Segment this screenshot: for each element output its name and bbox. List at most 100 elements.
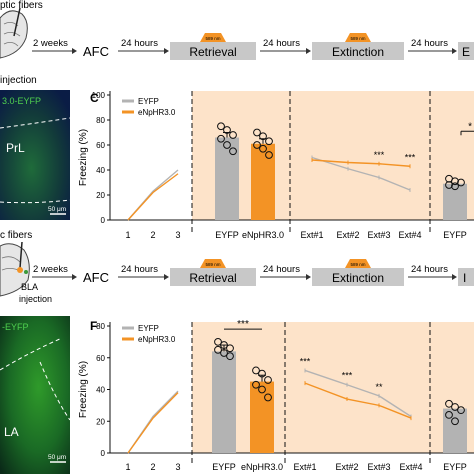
y-axis-title: Freezing (%) bbox=[78, 361, 89, 418]
top-micro-scale: 50 μm bbox=[48, 206, 66, 213]
chart-panel-f: F 0 20 40 60 80 Freezing (%) EYFP eNpHR3.0 1 2 3 EYF… bbox=[78, 319, 474, 472]
top-weeks-label: 2 weeks bbox=[33, 38, 68, 49]
acq-x-label: 2 bbox=[150, 462, 155, 472]
test-point bbox=[445, 399, 453, 408]
retrieval-x-label: EYFP bbox=[215, 230, 239, 240]
test-bar-EYFP bbox=[443, 408, 467, 453]
acq-x-label: 1 bbox=[125, 230, 130, 240]
test-x-label: EYFP bbox=[443, 230, 467, 240]
top-test-box bbox=[458, 42, 474, 60]
top-micrograph: 3.0-EYFP PrL 50 μm bbox=[0, 90, 71, 220]
test-point bbox=[451, 182, 459, 191]
top-retrieval-box bbox=[170, 42, 256, 60]
acq-line-eNpHR3.0 bbox=[127, 173, 179, 221]
bottom-hours2-label: 24 hours bbox=[263, 264, 300, 275]
y-tick-label: 40 bbox=[96, 386, 105, 395]
retrieval-point bbox=[258, 369, 266, 378]
bottom-light-label-2: 589 nm bbox=[350, 262, 365, 267]
bottom-retrieval-box bbox=[170, 268, 256, 286]
y-tick-label: 40 bbox=[96, 166, 105, 175]
retrieval-point bbox=[259, 132, 267, 141]
ext-x-label: Ext#4 bbox=[398, 230, 421, 240]
ext-x-label: Ext#3 bbox=[367, 230, 390, 240]
y-tick-label: 80 bbox=[96, 116, 105, 125]
y-tick-label: 100 bbox=[92, 91, 106, 100]
retrieval-point bbox=[258, 385, 266, 394]
bottom-test-label: I bbox=[463, 271, 466, 285]
test-point bbox=[457, 178, 465, 187]
retrieval-point bbox=[264, 376, 272, 384]
legend-label: eNpHR3.0 bbox=[138, 108, 176, 117]
test-point bbox=[445, 411, 453, 419]
ext-x-label: Ext#1 bbox=[300, 230, 323, 240]
retrieval-point bbox=[214, 345, 222, 354]
ext-sig-label: *** bbox=[405, 152, 416, 162]
bottom-micro-region: LA bbox=[4, 425, 19, 439]
retrieval-bar-EYFP bbox=[215, 137, 239, 220]
test-point bbox=[451, 177, 459, 186]
retrieval-point bbox=[265, 137, 273, 146]
y-tick-label: 60 bbox=[96, 141, 105, 150]
legend-label: EYFP bbox=[138, 324, 159, 333]
top-micro-region: PrL bbox=[6, 141, 25, 155]
ext-line-EYFP bbox=[304, 369, 412, 418]
top-light-label-2: 589 nm bbox=[350, 36, 365, 41]
bottom-protocol: c fibers BLA injection 2 weeks AFC 24 ho… bbox=[0, 230, 474, 304]
bottom-hours1-label: 24 hours bbox=[121, 264, 158, 275]
y-tick-label: 60 bbox=[96, 354, 105, 363]
y-tick-label: 0 bbox=[101, 216, 106, 225]
test-point bbox=[451, 417, 459, 426]
ext-line-eNpHR3.0 bbox=[304, 382, 412, 419]
legend-label: eNpHR3.0 bbox=[138, 335, 176, 344]
top-light-icon-2 bbox=[345, 33, 371, 42]
bottom-region-label: BLA bbox=[21, 282, 38, 292]
ext-sig-label: *** bbox=[300, 356, 311, 366]
top-afc-label: AFC bbox=[83, 44, 109, 59]
retrieval-point bbox=[264, 393, 272, 402]
retrieval-point bbox=[214, 337, 222, 346]
bottom-retrieval-label: Retrieval bbox=[189, 271, 236, 285]
top-fiber-label: ptic fibers bbox=[0, 0, 43, 11]
ext-sig-label: *** bbox=[342, 371, 353, 381]
retrieval-x-label: eNpHR3.0 bbox=[242, 230, 284, 240]
acq-line-eNpHR3.0 bbox=[127, 392, 179, 454]
bottom-brain-icon bbox=[0, 241, 30, 297]
retrieval-point bbox=[220, 341, 228, 349]
y-tick-label: 0 bbox=[101, 449, 106, 458]
ext-x-label: Ext#4 bbox=[399, 462, 422, 472]
panel-letter: C bbox=[90, 91, 99, 105]
retrieval-point bbox=[253, 128, 261, 137]
test-x-label: EYFP bbox=[443, 462, 467, 472]
retrieval-x-label: EYFP bbox=[212, 462, 236, 472]
acq-x-label: 1 bbox=[125, 462, 130, 472]
top-hours1-label: 24 hours bbox=[121, 38, 158, 49]
y-tick-label: 20 bbox=[96, 191, 105, 200]
bottom-micro-scale: 50 μm bbox=[48, 454, 66, 461]
panel-letter: F bbox=[90, 319, 97, 333]
retrieval-point bbox=[229, 147, 237, 156]
bottom-extinction-label: Extinction bbox=[332, 271, 384, 285]
bottom-extinction-box bbox=[312, 268, 404, 286]
top-hours2-label: 24 hours bbox=[263, 38, 300, 49]
top-brain-icon bbox=[0, 7, 28, 59]
retrieval-point bbox=[265, 151, 273, 159]
ext-line-EYFP bbox=[311, 156, 411, 191]
retrieval-point bbox=[259, 144, 267, 153]
light-shade bbox=[192, 322, 474, 453]
retrieval-point bbox=[226, 344, 234, 353]
retrieval-point bbox=[252, 366, 260, 375]
ext-sig-label: *** bbox=[374, 150, 385, 160]
ext-line-eNpHR3.0 bbox=[311, 159, 411, 167]
retrieval-point bbox=[220, 349, 228, 357]
bottom-hours3-label: 24 hours bbox=[411, 264, 448, 275]
top-protocol: ptic fibers injection 2 weeks AFC 24 hou… bbox=[0, 0, 474, 86]
retrieval-bar-EYFP bbox=[212, 351, 236, 453]
test-point bbox=[445, 181, 453, 189]
retrieval-bar-eNpHR3.0 bbox=[250, 381, 274, 453]
y-axis-title: Freezing (%) bbox=[78, 129, 89, 186]
retrieval-point bbox=[252, 380, 260, 389]
top-light-label-1: 589 nm bbox=[205, 36, 220, 41]
top-extinction-box bbox=[312, 42, 404, 60]
top-micro-label: 3.0-EYFP bbox=[2, 96, 41, 106]
